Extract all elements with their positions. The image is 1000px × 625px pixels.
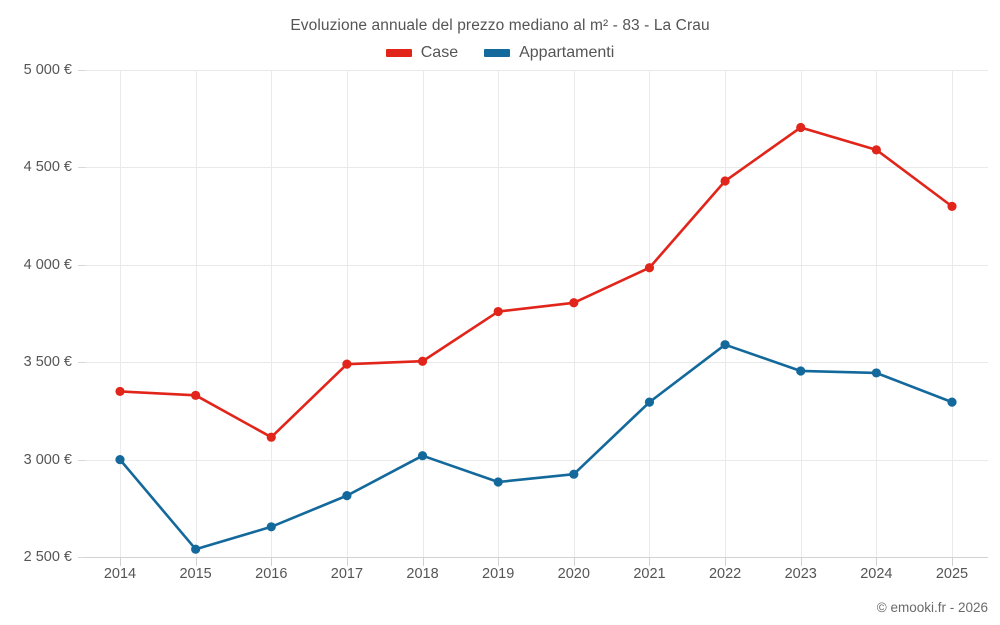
gridline-vertical <box>120 70 121 557</box>
y-axis-label: 2 500 € <box>23 549 72 565</box>
y-axis-label: 4 500 € <box>23 159 72 176</box>
y-axis-tick <box>78 70 86 71</box>
legend-swatch-case <box>385 49 412 57</box>
x-axis-tick <box>422 558 424 566</box>
x-axis-tick <box>725 558 727 566</box>
x-axis-tick <box>649 558 651 566</box>
x-axis-label: 2021 <box>633 566 666 582</box>
y-axis-tick <box>78 167 86 169</box>
chart-gridlines <box>85 70 988 557</box>
gridline-horizontal <box>85 167 988 169</box>
legend-label-case: Case <box>420 44 459 61</box>
gridline-vertical <box>876 70 878 557</box>
y-axis-tick <box>78 264 86 266</box>
y-axis-label: 4 000 € <box>23 256 72 273</box>
x-axis-label: 2016 <box>255 566 288 582</box>
gridline-vertical <box>649 70 651 557</box>
x-axis-tick <box>195 558 197 566</box>
x-axis-label: 2020 <box>557 566 590 582</box>
gridline-vertical <box>195 70 197 557</box>
x-axis-tick <box>346 558 348 566</box>
gridline-vertical <box>725 70 727 557</box>
gridline-vertical <box>800 70 802 557</box>
x-axis-label: 2015 <box>179 566 212 582</box>
x-axis-label: 2019 <box>482 566 515 582</box>
x-axis-tick <box>876 558 878 566</box>
legend-item-case[interactable]: Case <box>385 44 459 61</box>
y-axis-label: 5 000 € <box>23 62 72 78</box>
footer-credit: © emooki.fr - 2026 <box>876 600 988 615</box>
legend-label-appartamenti: Appartamenti <box>519 44 615 61</box>
x-axis-label: 2023 <box>784 566 817 582</box>
x-axis-tick <box>573 558 575 566</box>
gridline-vertical <box>573 70 575 557</box>
gridline-vertical <box>422 70 424 557</box>
x-axis-tick <box>271 558 273 566</box>
x-axis-label: 2022 <box>708 566 742 582</box>
y-axis-label: 3 000 € <box>23 451 72 468</box>
y-axis-label: 3 500 € <box>23 354 72 371</box>
x-axis-label: 2025 <box>935 566 969 582</box>
gridline-horizontal <box>85 459 988 461</box>
gridline-horizontal <box>85 70 988 71</box>
gridline-vertical <box>271 70 273 557</box>
x-axis-tick <box>952 558 953 566</box>
gridline-horizontal <box>85 362 988 364</box>
x-axis-tick <box>498 558 500 566</box>
y-axis-tick <box>78 362 86 364</box>
x-axis-label: 2018 <box>406 566 439 582</box>
chart-title: Evoluzione annuale del prezzo mediano al… <box>290 17 710 34</box>
x-axis-label: 2017 <box>330 566 364 582</box>
legend-swatch-appartamenti <box>484 49 511 57</box>
gridline-vertical <box>498 70 500 557</box>
x-axis-label: 2024 <box>860 566 893 582</box>
legend-item-appartamenti[interactable]: Appartamenti <box>484 45 614 61</box>
chart-legend: Case Appartamenti <box>0 45 1000 61</box>
y-axis-tick <box>78 459 86 461</box>
x-axis-tick <box>120 558 121 566</box>
x-axis-label: 2014 <box>103 566 137 582</box>
gridline-horizontal <box>85 264 988 266</box>
x-axis-line <box>85 557 988 558</box>
y-axis-tick <box>78 557 86 558</box>
x-axis-tick <box>800 558 802 566</box>
gridline-vertical <box>952 70 953 557</box>
gridline-vertical <box>346 70 348 557</box>
